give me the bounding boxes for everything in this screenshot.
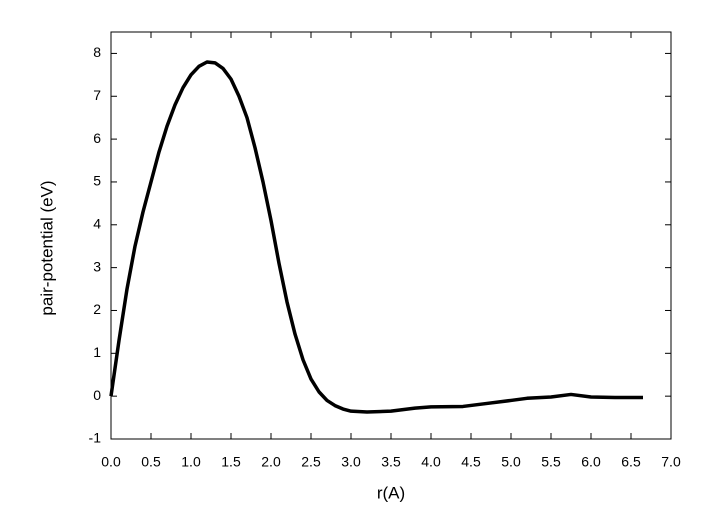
x-tick-label: 0.0 bbox=[101, 454, 121, 470]
y-tick-label: 8 bbox=[93, 44, 101, 60]
x-tick-label: 1.0 bbox=[181, 454, 201, 470]
y-tick-label: 4 bbox=[93, 215, 101, 231]
y-tick-label: 6 bbox=[93, 130, 101, 146]
y-tick-label: 5 bbox=[93, 173, 101, 189]
y-tick-label: 0 bbox=[93, 387, 101, 403]
x-tick-label: 7.0 bbox=[661, 454, 681, 470]
x-tick-label: 0.5 bbox=[141, 454, 161, 470]
x-tick-label: 2.5 bbox=[301, 454, 321, 470]
x-tick-label: 5.5 bbox=[541, 454, 561, 470]
y-tick-label: 1 bbox=[93, 344, 101, 360]
x-tick-label: 4.0 bbox=[421, 454, 441, 470]
plot-frame bbox=[110, 31, 672, 440]
x-tick-label: 1.5 bbox=[221, 454, 241, 470]
x-tick-label: 2.0 bbox=[261, 454, 281, 470]
x-tick-label: 5.0 bbox=[501, 454, 521, 470]
x-tick-label: 3.0 bbox=[341, 454, 361, 470]
x-tick-label: 4.5 bbox=[461, 454, 481, 470]
y-tick-label: 2 bbox=[93, 301, 101, 317]
y-tick-label: 7 bbox=[93, 87, 101, 103]
y-tick-label: -1 bbox=[89, 430, 102, 446]
data-line bbox=[109, 60, 643, 414]
x-tick-label: 3.5 bbox=[381, 454, 401, 470]
y-axis-title: pair-potential (eV) bbox=[37, 180, 56, 315]
y-tick-label: 3 bbox=[93, 258, 101, 274]
x-tick-label: 6.5 bbox=[621, 454, 641, 470]
x-tick-label: 6.0 bbox=[581, 454, 601, 470]
x-axis-title: r(A) bbox=[377, 483, 405, 502]
